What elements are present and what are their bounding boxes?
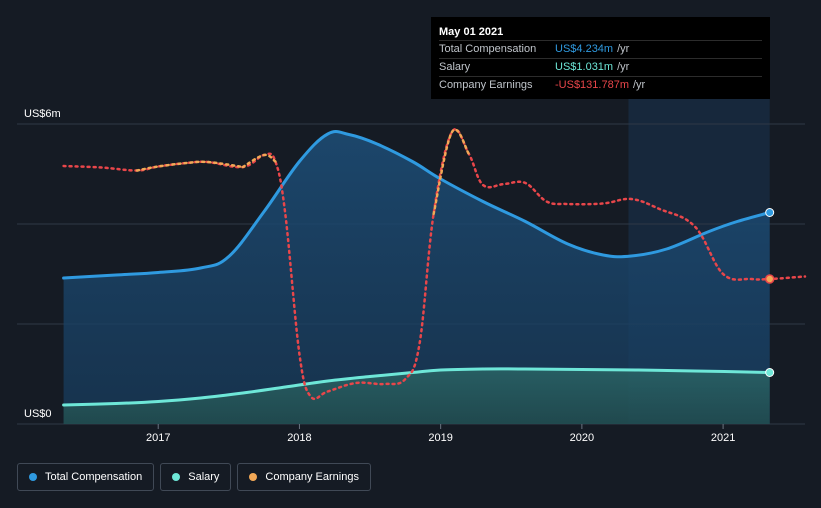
x-tick-label: 2021 [711, 432, 735, 444]
tooltip-label: Salary [439, 61, 471, 73]
tooltip-unit: /yr [617, 61, 630, 73]
tooltip-value: US$1.031m [555, 61, 614, 73]
series-areas [63, 131, 770, 425]
tooltip-label: Company Earnings [439, 79, 533, 91]
legend-dot-icon [29, 473, 37, 481]
legend-label: Company Earnings [265, 471, 359, 483]
tooltip-value: -US$131.787m [555, 79, 629, 91]
legend-item-salary[interactable]: Salary [160, 463, 232, 491]
series-end-marker [765, 368, 775, 377]
x-axis: 2017 2018 2019 2020 2021 [146, 424, 735, 444]
chart-legend: Total Compensation Salary Company Earnin… [17, 463, 371, 491]
company-earnings-line [62, 128, 807, 401]
tooltip-unit: /yr [617, 43, 630, 55]
legend-label: Salary [188, 471, 220, 483]
series-markers [764, 208, 775, 377]
legend-dot-icon [172, 473, 181, 481]
legend-item-total-compensation[interactable]: Total Compensation [17, 463, 155, 491]
hover-tooltip: May 01 2021 Total Compensation US$4.234m… [431, 17, 770, 99]
salary-area [63, 368, 770, 424]
legend-item-company-earnings[interactable]: Company Earnings [237, 463, 371, 491]
tooltip-row-company-earnings: Company Earnings -US$131.787m /yr [439, 76, 762, 94]
total-compensation-area [63, 131, 770, 425]
y-tick-label: US$6m [24, 108, 61, 120]
x-tick-label: 2019 [428, 432, 452, 444]
tooltip-row-total-compensation: Total Compensation US$4.234m /yr [439, 40, 762, 58]
tooltip-row-salary: Salary US$1.031m /yr [439, 58, 762, 76]
salary-line [62, 367, 772, 407]
tooltip-label: Total Compensation [439, 43, 537, 55]
series-lines [62, 128, 807, 407]
y-tick-label: US$0 [24, 408, 52, 420]
earnings-end-marker [764, 274, 775, 284]
company-earnings-positive-segment [241, 153, 277, 169]
series-end-marker [765, 208, 775, 217]
company-earnings-positive-segment [432, 128, 471, 216]
x-tick-label: 2017 [146, 432, 170, 444]
company-earnings-positive-segment [135, 160, 245, 172]
tooltip-value: US$4.234m [555, 43, 614, 55]
tooltip-unit: /yr [633, 79, 646, 91]
total-compensation-line [62, 130, 772, 280]
tooltip-date: May 01 2021 [439, 26, 504, 38]
legend-label: Total Compensation [45, 471, 143, 483]
y-axis: US$6m US$0 [24, 108, 61, 420]
x-tick-label: 2018 [287, 432, 311, 444]
legend-dot-icon [249, 473, 258, 481]
x-tick-label: 2020 [570, 432, 594, 444]
